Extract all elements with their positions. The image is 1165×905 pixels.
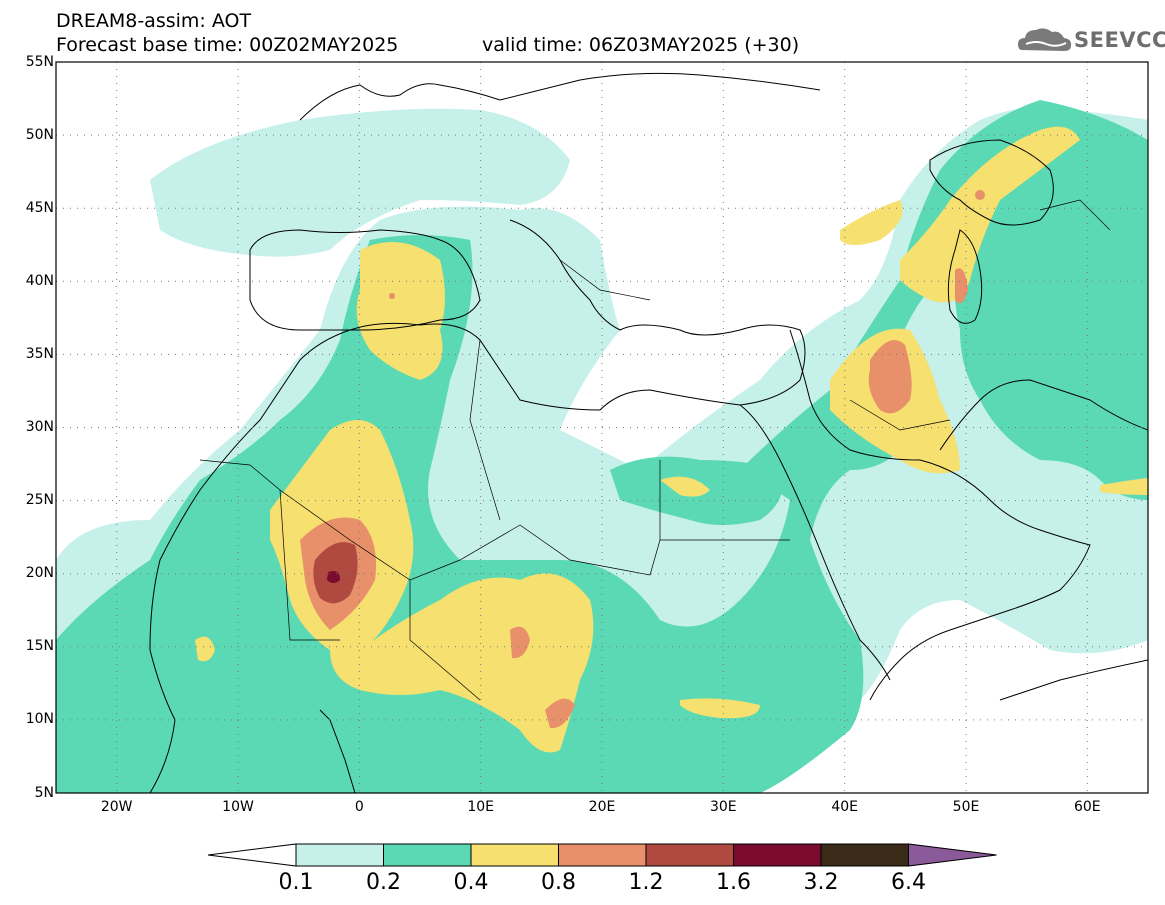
- lat-label: 25N: [25, 492, 54, 508]
- forecast-base-time: Forecast base time: 00Z02MAY2025: [56, 34, 399, 56]
- lat-label: 45N: [25, 200, 54, 216]
- map-title: DREAM8-assim: AOT: [56, 10, 252, 32]
- lat-label: 55N: [25, 54, 54, 70]
- graticule: [56, 62, 1148, 793]
- lon-label: 60E: [1073, 799, 1101, 815]
- colorbar-label: 0.4: [453, 870, 489, 895]
- lon-label: 20W: [100, 799, 133, 815]
- colorbar-label: 0.8: [541, 870, 576, 895]
- cloud-icon: [1018, 28, 1072, 51]
- lat-label: 30N: [25, 419, 54, 435]
- lat-label: 5N: [34, 785, 54, 801]
- lat-label: 10N: [25, 711, 54, 727]
- lon-label: 10W: [222, 799, 254, 815]
- lat-label: 50N: [25, 127, 54, 143]
- aot-field-0.8: [300, 190, 985, 729]
- lat-label: 15N: [25, 638, 54, 654]
- lon-label: 50E: [952, 799, 980, 815]
- lon-label: 30E: [709, 799, 737, 815]
- colorbar-label: 1.2: [628, 870, 664, 895]
- lat-label: 20N: [25, 565, 54, 581]
- map-frame: [55, 61, 1149, 794]
- colorbar-label: 6.4: [891, 870, 926, 895]
- lon-label: 20E: [588, 799, 616, 815]
- colorbar-label: 0.1: [278, 870, 314, 895]
- lon-label: 0: [354, 799, 364, 815]
- valid-time: valid time: 06Z03MAY2025 (+30): [482, 34, 800, 56]
- coastlines: [56, 72, 1148, 793]
- lon-label: 40E: [831, 799, 859, 815]
- colorbar-label: 0.2: [366, 870, 401, 895]
- lon-label: 10E: [467, 799, 495, 815]
- colorbar-label: 1.6: [716, 870, 751, 895]
- colorbar-label: 3.2: [803, 870, 839, 895]
- lat-label: 35N: [25, 346, 54, 362]
- lat-label: 40N: [25, 273, 54, 289]
- country-borders: [199, 199, 1111, 701]
- logo-text: SEEVCCC: [1074, 28, 1165, 52]
